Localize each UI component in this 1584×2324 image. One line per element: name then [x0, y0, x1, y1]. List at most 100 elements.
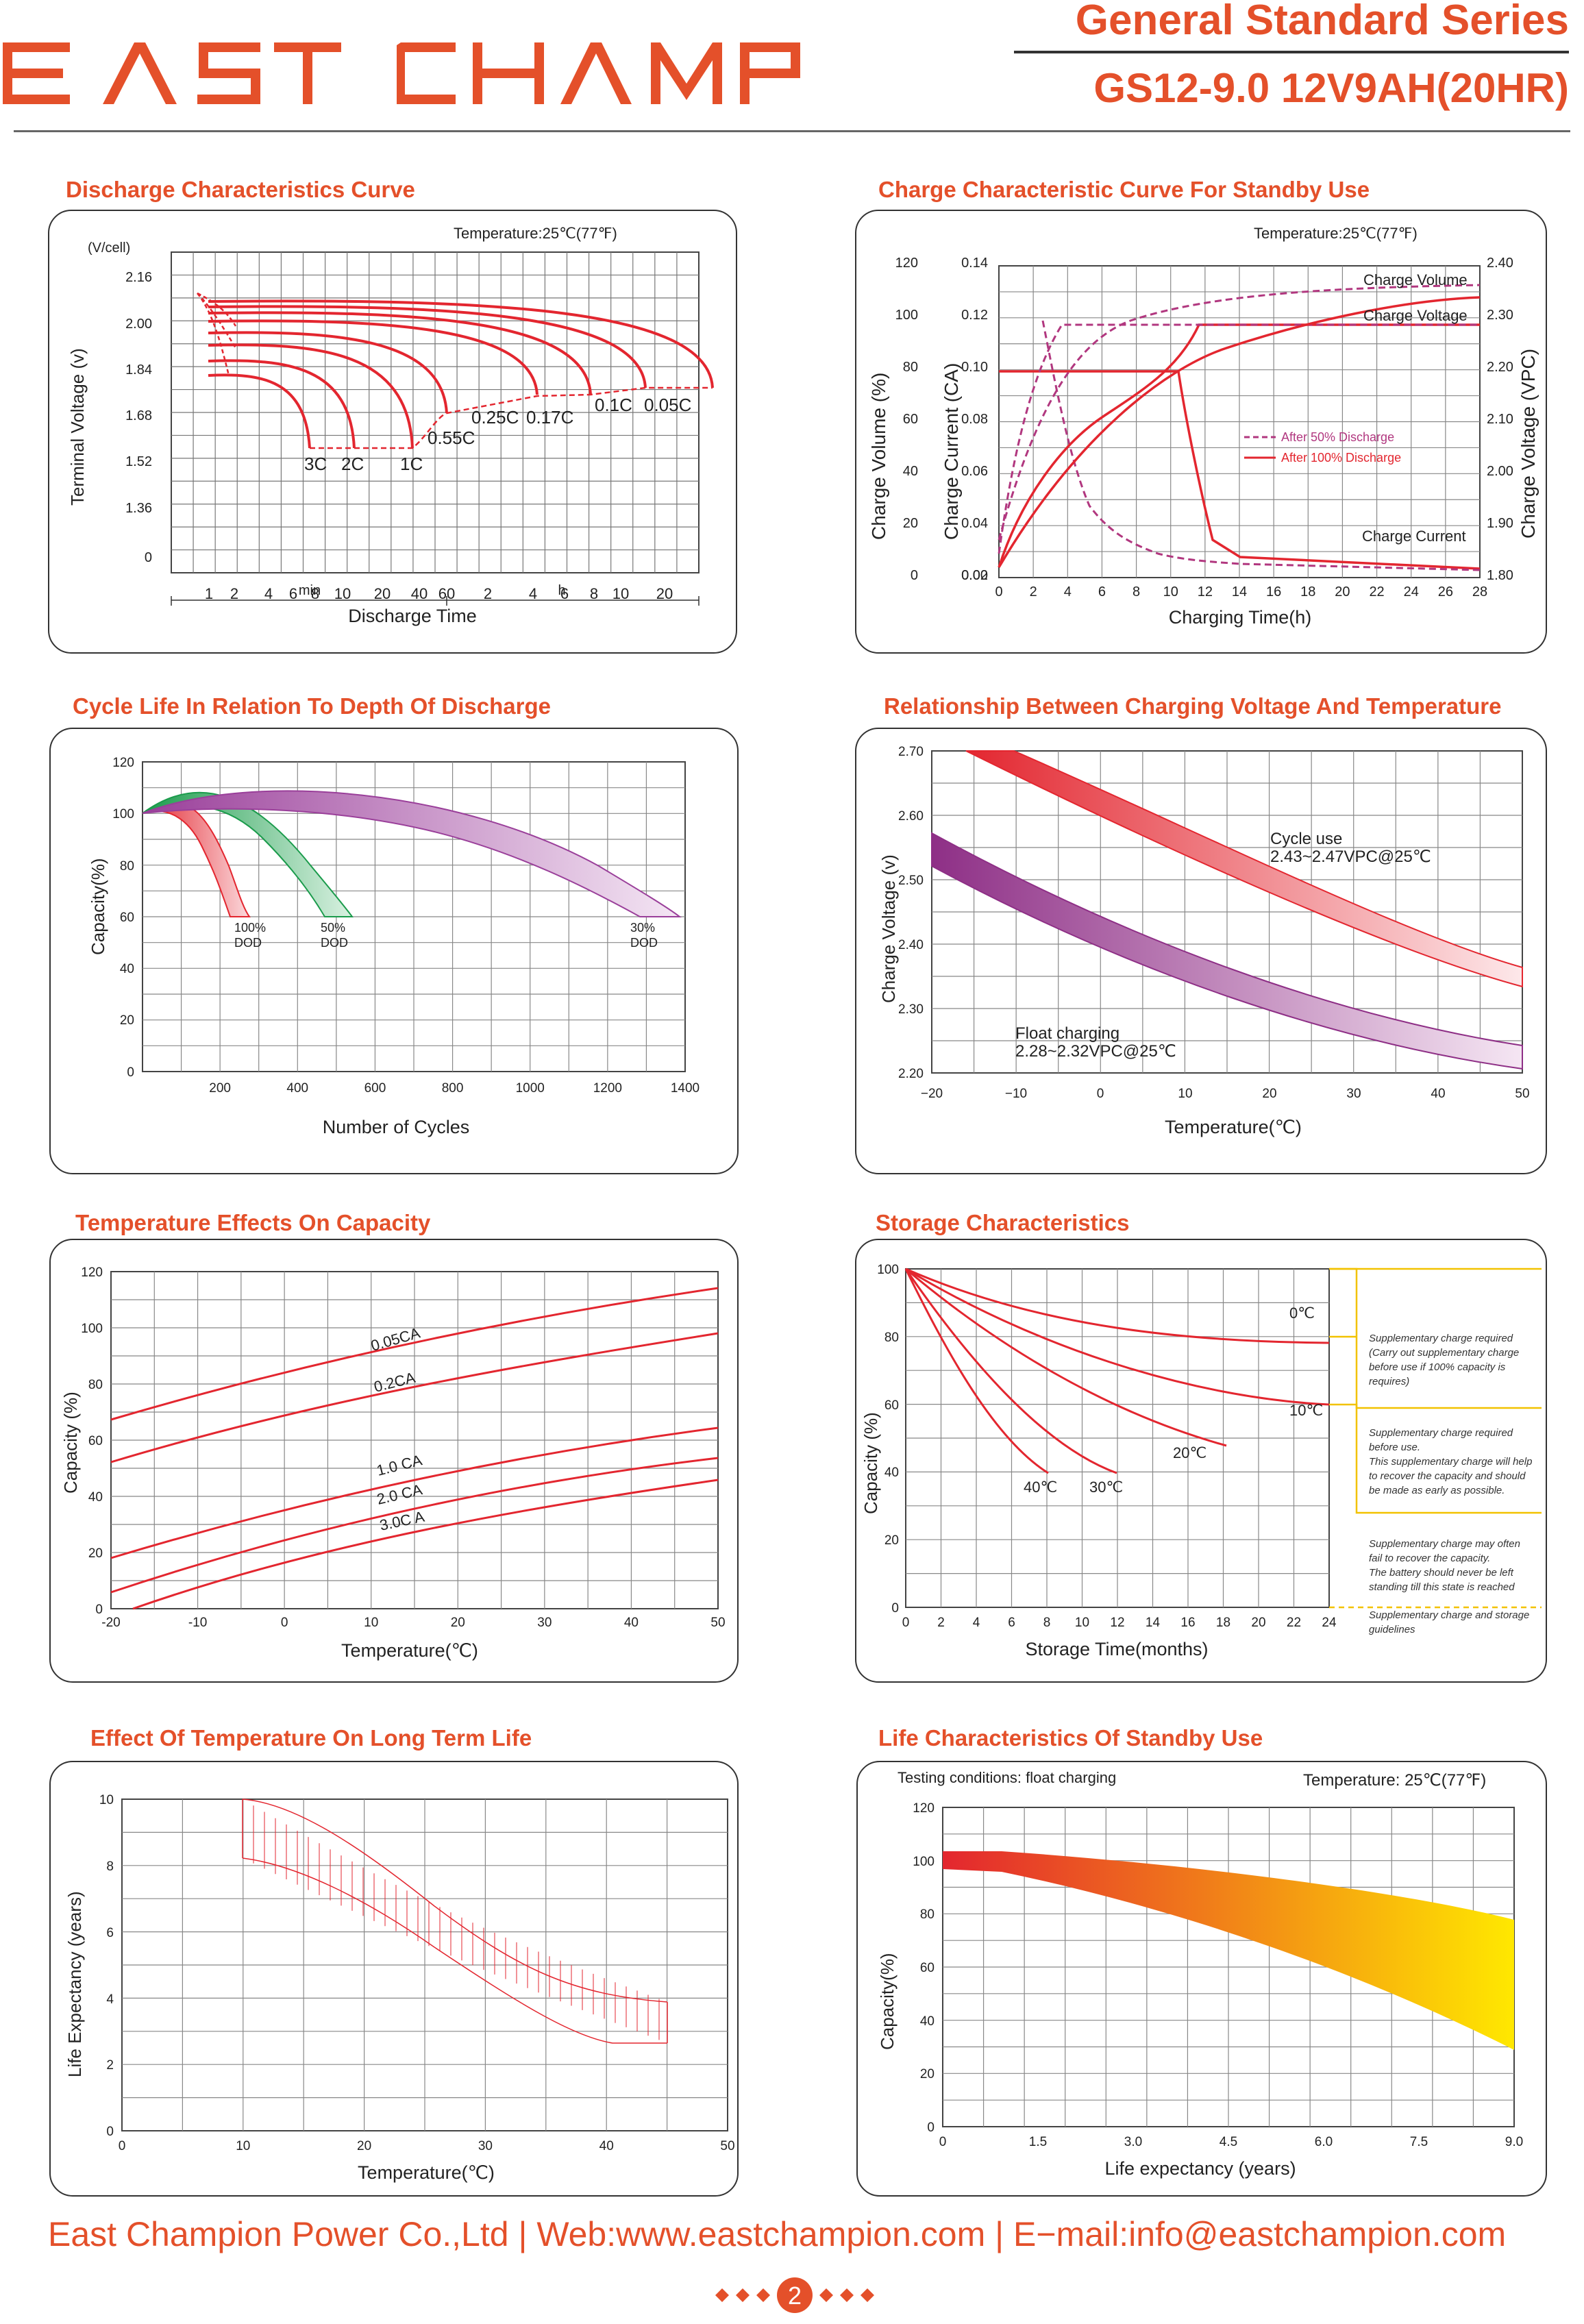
life-upper	[242, 1798, 668, 2003]
charge-chart: Temperature:25℃(77℉) Charge Volume (%) Cha…	[868, 225, 1539, 628]
x-tick-label: 10	[612, 585, 629, 602]
x-tick-label: 8	[1043, 1616, 1051, 1630]
x-axis-label: Temperature(℃)	[341, 1640, 478, 1661]
y-tick-label: 40	[903, 464, 918, 479]
storage-note: fail to recover the capacity.	[1369, 1553, 1490, 1564]
storage-note: Supplementary charge and storage	[1369, 1609, 1529, 1621]
curve-label: 3.0C A	[378, 1508, 426, 1534]
standby-panel: Testing conditions: float charging Temper…	[856, 1761, 1547, 2197]
note-bracket	[1329, 1403, 1542, 1514]
x-tick-label: 200	[209, 1081, 231, 1096]
x-tick-label: 4	[1064, 584, 1072, 599]
section-divider	[14, 130, 1570, 132]
storage-note: Supplementary charge may often	[1369, 1538, 1520, 1550]
storage-note: guidelines	[1369, 1624, 1415, 1635]
y-tick-label: 120	[913, 1801, 935, 1816]
cycle-use-label: 2.43~2.47VPC@25℃	[1270, 848, 1431, 866]
y-tick-label: 2.20	[1487, 360, 1513, 375]
legend-label-50: After 50% Discharge	[1281, 430, 1394, 444]
y-tick-label: 80	[88, 1378, 103, 1392]
x-tick-label: 0	[902, 1616, 910, 1630]
x-axis-label: Number of Cycles	[323, 1117, 470, 1137]
y-tick-label: 0.06	[961, 464, 988, 479]
y-tick-label: 2	[106, 2058, 114, 2073]
x-tick-label: 12	[1110, 1616, 1124, 1630]
y-tick-label: 2.60	[898, 809, 924, 824]
longlife-title: Effect Of Temperature On Long Term Life	[90, 1725, 532, 1751]
y-tick-label: 0	[911, 568, 918, 583]
dod50-label: 50%	[321, 921, 345, 935]
x-tick-label: 10	[236, 2139, 250, 2153]
brand-logo	[3, 42, 632, 104]
series-title: General Standard Series	[1075, 0, 1569, 44]
storage-curve-0	[905, 1268, 1330, 1344]
y-tick-label: 60	[120, 911, 134, 925]
temp-cap-panel: Capacity (%) 120 100 80 60 40 20 0 -20 -10 0 10 20 30…	[49, 1239, 739, 1683]
float-label: 2.28~2.32VPC@25℃	[1015, 1042, 1176, 1061]
x-tick-label: 6	[1098, 584, 1106, 599]
y-tick-label: 60	[88, 1434, 103, 1448]
x-tick-label: 0	[939, 2135, 947, 2149]
x-tick-label: 20	[656, 585, 673, 602]
x-tick-label: 18	[1216, 1616, 1230, 1630]
x-axis-label: Temperature(℃)	[1165, 1117, 1302, 1137]
x-tick-label: 1200	[593, 1081, 622, 1096]
x-tick-label: 40	[1431, 1087, 1445, 1101]
x-tick-label: 30	[1346, 1087, 1361, 1101]
y-tick-label: 2.40	[898, 938, 924, 952]
x-tick-label: 4	[264, 585, 273, 602]
x-tick-label: 10	[364, 1616, 378, 1630]
y-tick-label: 1.90	[1487, 516, 1513, 531]
float-label: Float charging	[1015, 1024, 1119, 1043]
storage-note: to recover the capacity and should	[1369, 1470, 1526, 1482]
curve-label: 1.0 CA	[375, 1451, 424, 1479]
y-axis-label: Terminal Voltage (v)	[67, 348, 88, 506]
x-tick-label: 4.5	[1220, 2135, 1237, 2149]
discharge-curve-6	[208, 305, 647, 388]
x-tick-label: 10	[1075, 1616, 1089, 1630]
y-tick-label: 0	[95, 1603, 103, 1617]
y-tick-label: 10	[99, 1793, 114, 1807]
x-tick-label: 0	[119, 2139, 126, 2153]
x-axis-label: Storage Time(months)	[1025, 1639, 1208, 1659]
x-tick-label: 30	[478, 2139, 493, 2153]
cycle-panel: Capacity(%) 120 100 80 60 40 20 0 200 400 600 800 10…	[49, 728, 739, 1174]
y-tick-label: 2.40	[1487, 256, 1513, 271]
y-axis-label: Charge Voltage (v)	[878, 854, 899, 1003]
storage-note: standing till this state is reached	[1369, 1581, 1515, 1593]
discharge-curve-3	[208, 331, 448, 414]
x-tick-label: 40	[624, 1616, 639, 1630]
y-tick-label: 1.84	[125, 362, 152, 378]
legend-label-100: After 100% Discharge	[1281, 451, 1401, 465]
y-tick-label: 40	[884, 1466, 899, 1480]
x-tick-label: 600	[364, 1081, 386, 1096]
dod50-label: DOD	[321, 936, 348, 950]
storage-note: Supplementary charge required	[1369, 1427, 1513, 1439]
y-tick-label: 100	[913, 1855, 935, 1869]
x-tick-label: 8	[590, 585, 598, 602]
y-tick-label: 2.10	[1487, 412, 1513, 427]
y-tick-label: 120	[895, 256, 918, 271]
y-tick-label: 40	[120, 962, 134, 976]
header-divider	[1014, 51, 1569, 53]
y-axis-label-3: Charge Voltage (VPC)	[1518, 349, 1539, 539]
brand-logo-tail	[651, 42, 800, 104]
dod100-label: 100%	[234, 921, 266, 935]
discharge-curve-start	[197, 293, 230, 376]
storage-note: The battery should never be left	[1369, 1567, 1514, 1579]
charge-current-100	[999, 370, 1481, 570]
x-tick-label: 1400	[671, 1081, 700, 1096]
discharge-curve-1	[208, 359, 356, 449]
y-axis-label: Charge Volume (%)	[868, 373, 889, 540]
y-tick-label: 2.16	[125, 270, 152, 285]
x-tick-label: 30	[537, 1616, 552, 1630]
y-tick-label: 0.08	[961, 412, 988, 427]
x-tick-label: 2	[937, 1616, 945, 1630]
label-current: Charge Current	[1362, 528, 1466, 545]
x-tick-label: 0	[281, 1616, 288, 1630]
curve-label: 0.55C	[428, 428, 475, 448]
life-lower	[242, 1857, 667, 2044]
curve-label: 1C	[400, 454, 423, 474]
label-voltage: Charge Voltage	[1363, 307, 1468, 324]
